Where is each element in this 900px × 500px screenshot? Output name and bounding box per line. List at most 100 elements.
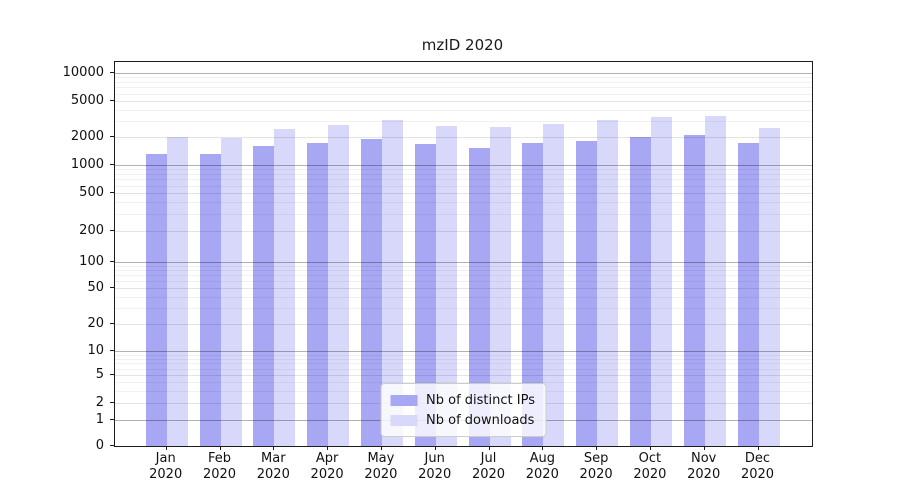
y-tick-mark — [110, 229, 114, 231]
gridline-minor — [115, 186, 812, 187]
legend-swatch-distinct-ips — [390, 394, 418, 406]
x-tick-label: Aug 2020 — [525, 451, 559, 482]
gridline-minor — [115, 266, 812, 267]
y-tick-label: 200 — [79, 222, 104, 238]
bar-distinct-ips-dec — [737, 142, 759, 446]
bar-downloads-mar — [274, 129, 296, 446]
gridline — [115, 351, 812, 352]
bar-downloads-jul — [489, 127, 511, 446]
y-tick-mark — [110, 136, 114, 137]
chart-title: mzID 2020 — [421, 36, 504, 54]
y-tick-mark — [110, 164, 114, 165]
gridline-minor — [115, 169, 812, 170]
x-tick-mark — [434, 446, 436, 450]
y-tick-label: 2000 — [70, 129, 104, 144]
gridline-minor — [115, 214, 812, 215]
x-tick-mark — [542, 446, 544, 450]
gridline-minor — [115, 308, 812, 309]
legend-entry-distinct-ips: Nb of distinct IPs — [390, 390, 535, 410]
bar-downloads-apr — [328, 124, 350, 446]
gridline-minor — [115, 297, 812, 298]
legend-swatch-downloads — [390, 414, 418, 426]
gridline — [115, 73, 812, 74]
bar-distinct-ips-may — [360, 139, 382, 446]
bar-distinct-ips-apr — [307, 143, 329, 446]
gridline — [115, 288, 812, 289]
x-tick-label: Nov 2020 — [687, 451, 721, 482]
gridline — [115, 231, 812, 232]
bar-downloads-jun — [435, 125, 457, 446]
bars-layer — [115, 62, 812, 446]
gridline-minor — [115, 94, 812, 95]
x-tick-label: Oct 2020 — [633, 451, 667, 482]
gridline — [115, 262, 812, 263]
gridline — [115, 324, 812, 325]
y-tick-mark — [110, 445, 114, 446]
grid-layer — [115, 62, 812, 446]
bar-distinct-ips-sep — [576, 141, 598, 446]
bar-downloads-sep — [597, 120, 619, 446]
x-tick-mark — [165, 446, 167, 450]
bar-distinct-ips-jun — [414, 143, 436, 446]
y-tick-mark — [110, 419, 114, 420]
y-tick-mark — [110, 260, 114, 262]
plot-area: Nb of distinct IPs Nb of downloads — [114, 61, 813, 447]
gridline-minor — [115, 77, 812, 78]
gridline-minor — [115, 275, 812, 276]
y-tick-mark — [110, 322, 114, 324]
bar-distinct-ips-jul — [468, 148, 490, 446]
y-tick-label: 1000 — [70, 157, 104, 172]
y-tick-mark — [110, 71, 114, 73]
gridline-minor — [115, 359, 812, 360]
y-tick-label: 500 — [79, 185, 104, 200]
gridline-minor — [115, 202, 812, 203]
gridline-minor — [115, 281, 812, 282]
gridline-minor — [115, 363, 812, 364]
bar-downloads-nov — [704, 116, 726, 446]
gridline — [115, 375, 812, 376]
bar-distinct-ips-oct — [629, 137, 651, 446]
gridline-minor — [115, 174, 812, 175]
x-tick-mark — [327, 446, 329, 450]
x-tick-label: Sep 2020 — [579, 451, 613, 482]
bar-downloads-oct — [650, 117, 672, 446]
x-tick-mark — [380, 446, 382, 450]
y-tick-label: 50 — [87, 280, 104, 295]
bar-downloads-may — [381, 120, 403, 446]
y-tick-label: 20 — [87, 315, 104, 331]
x-tick-label: Feb 2020 — [202, 451, 237, 482]
gridline-minor — [115, 82, 812, 83]
y-tick-mark — [110, 100, 114, 101]
y-tick-label: 1 — [95, 412, 104, 427]
gridline — [115, 137, 812, 138]
x-tick-label: Apr 2020 — [310, 451, 344, 482]
y-tick-mark — [110, 402, 114, 403]
gridline-minor — [115, 121, 812, 122]
x-tick-mark — [488, 446, 490, 450]
x-tick-mark — [219, 446, 221, 450]
bar-distinct-ips-nov — [683, 135, 705, 446]
bar-distinct-ips-feb — [199, 153, 221, 446]
y-tick-mark — [110, 192, 114, 193]
bar-downloads-feb — [220, 138, 242, 446]
y-tick-label: 10000 — [62, 64, 104, 80]
x-tick-mark — [703, 446, 705, 450]
x-tick-mark — [273, 446, 275, 450]
gridline-minor — [115, 87, 812, 88]
gridline-minor — [115, 179, 812, 180]
y-tick-label: 0 — [95, 438, 104, 453]
gridline-minor — [115, 270, 812, 271]
gridline — [115, 101, 812, 102]
legend: Nb of distinct IPs Nb of downloads — [380, 383, 547, 437]
y-tick-label: 5000 — [70, 93, 104, 108]
y-tick-mark — [110, 287, 114, 288]
x-tick-label: Jan 2020 — [149, 451, 183, 482]
x-tick-mark — [757, 446, 759, 450]
bar-distinct-ips-jan — [145, 154, 167, 446]
x-tick-label: May 2020 — [364, 451, 398, 482]
bar-downloads-aug — [543, 123, 565, 446]
bar-downloads-jan — [166, 137, 188, 446]
gridline-minor — [115, 110, 812, 111]
gridline — [115, 165, 812, 166]
